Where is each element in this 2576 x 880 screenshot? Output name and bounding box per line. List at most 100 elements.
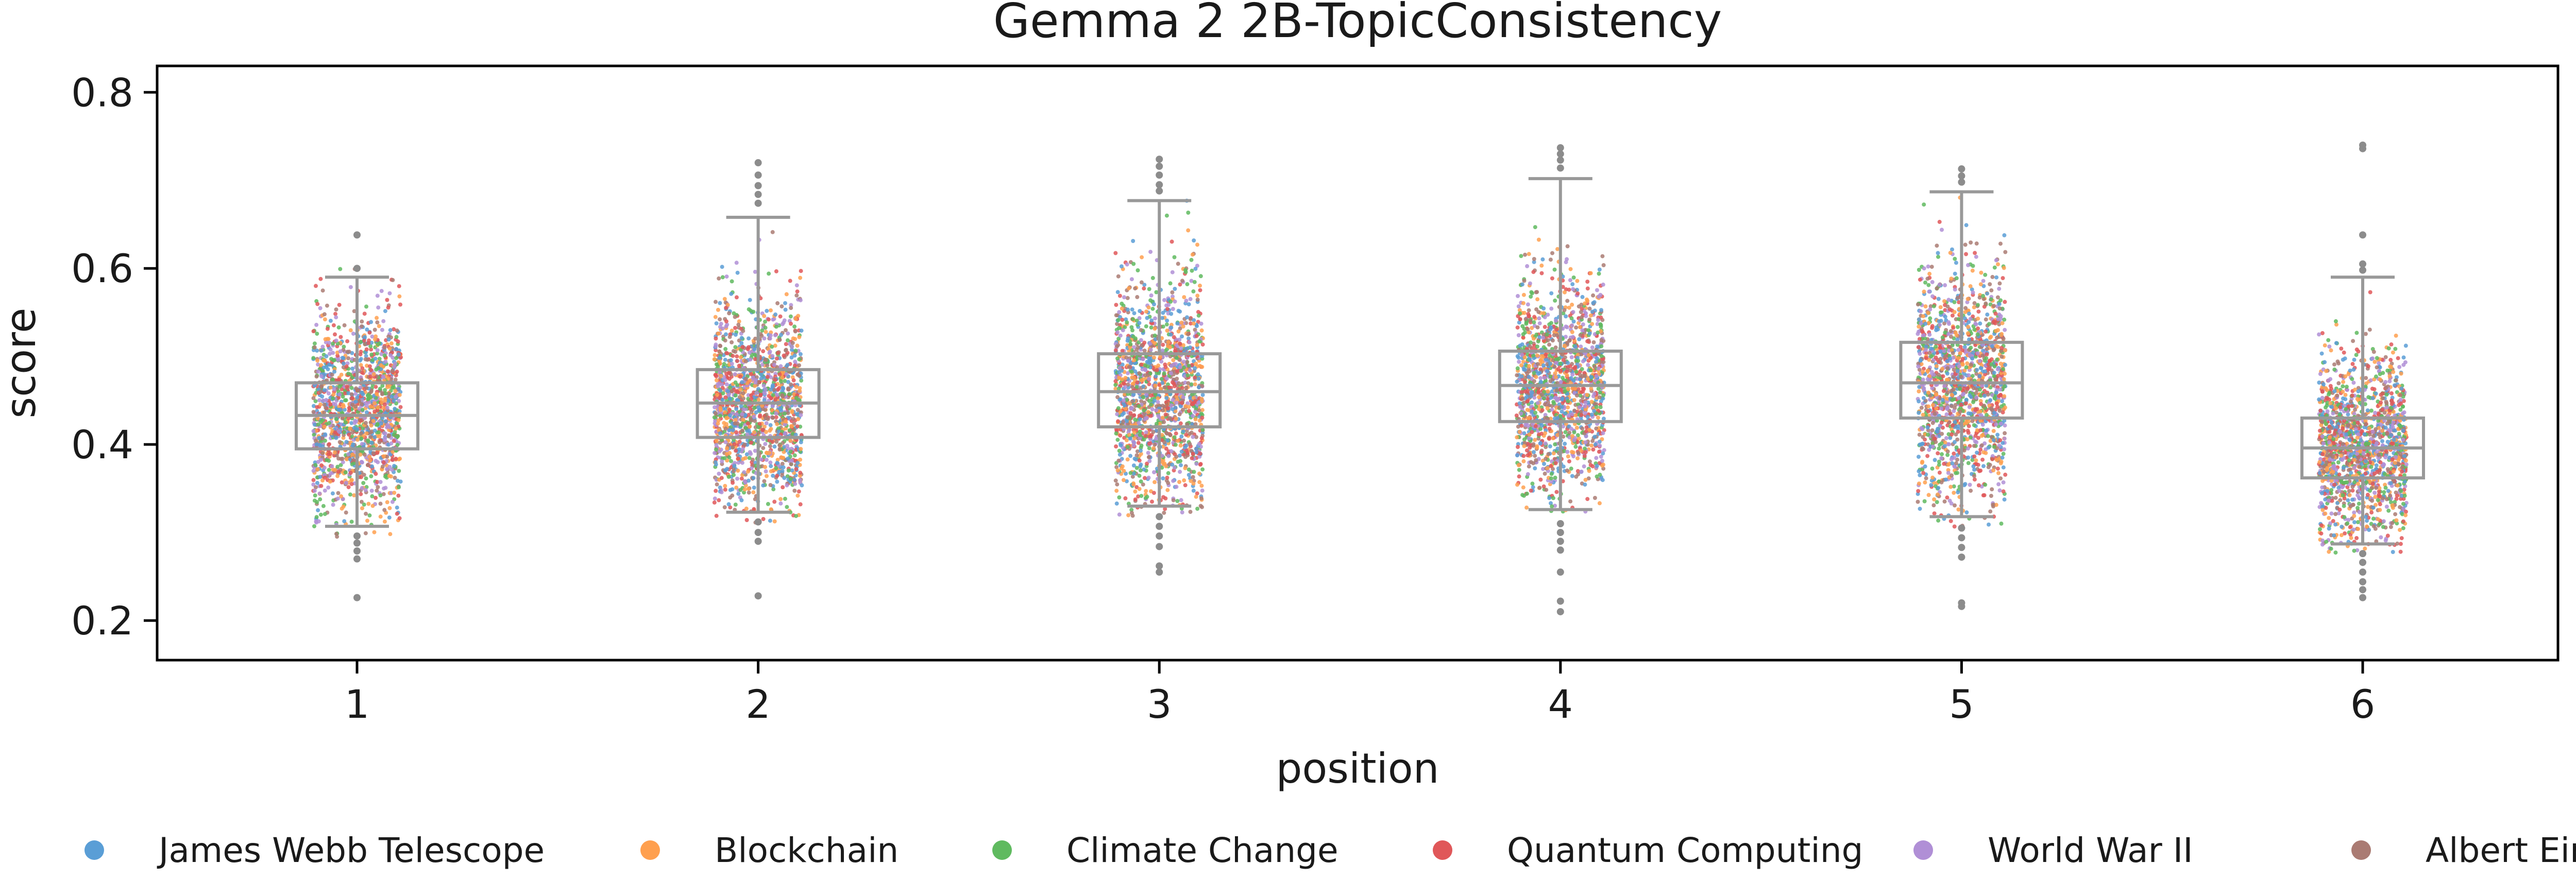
strip-point (344, 440, 349, 444)
strip-point (770, 230, 775, 234)
strip-point (740, 447, 745, 452)
strip-point (333, 430, 337, 435)
strip-point (1179, 434, 1184, 439)
strip-point (789, 306, 793, 310)
strip-point (1152, 355, 1156, 360)
strip-point (372, 327, 377, 332)
strip-point (374, 495, 378, 500)
strip-point (321, 504, 326, 508)
strip-point (1138, 417, 1142, 422)
strip-point (1171, 380, 1175, 385)
strip-points (311, 195, 2409, 555)
strip-point (370, 334, 375, 339)
strip-point (1175, 376, 1179, 381)
strip-point (784, 348, 788, 353)
strip-point (379, 397, 383, 402)
strip-point (1171, 398, 1175, 402)
strip-point (724, 305, 728, 310)
strip-point (1575, 456, 1580, 461)
strip-point (1147, 459, 1152, 463)
strip-point (1186, 381, 1191, 386)
strip-point (385, 405, 389, 410)
strip-point (1191, 435, 1195, 439)
strip-point (1176, 308, 1181, 313)
strip-point (1126, 358, 1130, 363)
strip-point (1161, 408, 1165, 412)
strip-point (788, 314, 793, 319)
strip-point (360, 486, 364, 490)
strip-point (1158, 355, 1162, 359)
strip-point (1168, 281, 1173, 286)
strip-point (1131, 463, 1136, 468)
strip-point (387, 506, 392, 510)
strip-point (380, 327, 384, 332)
strip-point (394, 356, 399, 360)
strip-point (314, 284, 318, 288)
strip-point (769, 387, 773, 392)
strip-point (752, 486, 756, 490)
strip-point (1190, 268, 1194, 273)
strip-point (715, 378, 719, 383)
strip-point (1118, 433, 1123, 438)
strip-point (1166, 344, 1171, 349)
strip-point (1154, 437, 1158, 441)
strip-point (324, 365, 329, 369)
strip-point (1176, 329, 1181, 334)
strip-point (1116, 318, 1121, 322)
strip-point (331, 323, 336, 327)
strip-point (375, 480, 380, 484)
strip-point (1191, 414, 1195, 418)
strip-point (1129, 369, 1134, 374)
strip-point (333, 332, 337, 337)
strip-point (395, 505, 399, 510)
strip-point (1127, 286, 1131, 290)
strip-point (1195, 243, 1199, 247)
strip-point (362, 473, 366, 477)
strip-point (352, 493, 357, 497)
strip-point (1138, 309, 1142, 313)
strip-point (380, 384, 385, 388)
strip-point (790, 344, 794, 349)
strip-point (1162, 298, 1166, 302)
strip-point (1179, 346, 1183, 351)
strip-point (375, 348, 380, 353)
strip-point (350, 452, 355, 457)
strip-point (394, 335, 399, 339)
strip-point (783, 301, 787, 305)
strip-point (1115, 412, 1120, 417)
strip-point (734, 430, 738, 435)
strip-point (752, 430, 756, 435)
strip-point (1163, 365, 1168, 369)
strip-point (369, 474, 374, 478)
strip-point (743, 426, 748, 430)
strip-point (1192, 470, 1196, 474)
strip-point (316, 362, 320, 367)
strip-point (334, 417, 338, 421)
strip-point (723, 484, 727, 488)
strip-point (1123, 496, 1128, 501)
strip-point (333, 468, 337, 472)
strip-point (1181, 324, 1185, 329)
strip-point (394, 456, 398, 461)
strip-point (1150, 499, 1154, 504)
strip-point (1178, 443, 1183, 448)
strip-point (1191, 475, 1195, 479)
strip-point (359, 363, 363, 367)
strip-point (1179, 463, 1183, 468)
strip-point (377, 324, 381, 329)
strip-point (396, 352, 401, 357)
strip-point (732, 473, 736, 477)
strip-point (1169, 325, 1174, 330)
strip-point (349, 478, 354, 482)
strip-point (376, 342, 380, 347)
strip-point (350, 375, 355, 379)
strip-point (1124, 406, 1128, 411)
strip-point (1131, 482, 1136, 487)
strip-point (1115, 482, 1120, 487)
strip-point (341, 460, 345, 464)
strip-point (792, 364, 797, 368)
strip-point (371, 451, 376, 455)
strip-point (1553, 298, 1557, 303)
strip-point (327, 468, 331, 472)
strip-point (319, 484, 324, 488)
